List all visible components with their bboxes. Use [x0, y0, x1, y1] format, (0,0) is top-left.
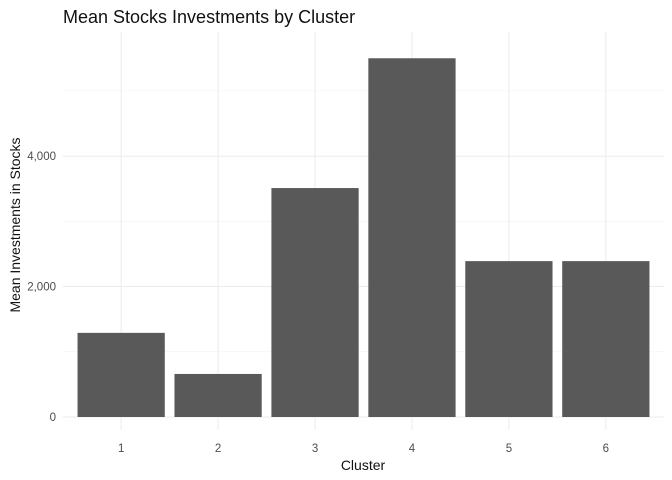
x-tick-label: 3: [312, 443, 318, 455]
bar-cluster-3: [271, 188, 359, 417]
x-tick-label: 1: [118, 443, 124, 455]
y-axis-label: Mean Investments in Stocks: [7, 137, 23, 312]
y-axis-ticks: 0 2,000 4,000: [27, 151, 56, 424]
bars: [77, 58, 650, 418]
x-axis-label: Cluster: [341, 457, 386, 473]
x-tick-label: 2: [215, 443, 221, 455]
x-tick-label: 6: [603, 443, 609, 455]
bar-cluster-4: [368, 58, 456, 418]
y-tick-label: 0: [50, 412, 56, 424]
bar-cluster-6: [562, 261, 650, 417]
chart-title: Mean Stocks Investments by Cluster: [63, 7, 355, 27]
bar-cluster-5: [465, 261, 553, 417]
x-tick-label: 5: [506, 443, 512, 455]
x-tick-label: 4: [409, 443, 416, 455]
y-tick-label: 2,000: [27, 282, 56, 294]
bar-cluster-1: [77, 332, 165, 417]
x-axis-ticks: 1 2 3 4 5 6: [118, 443, 609, 455]
bar-cluster-2: [174, 373, 262, 417]
y-tick-label: 4,000: [27, 151, 56, 163]
